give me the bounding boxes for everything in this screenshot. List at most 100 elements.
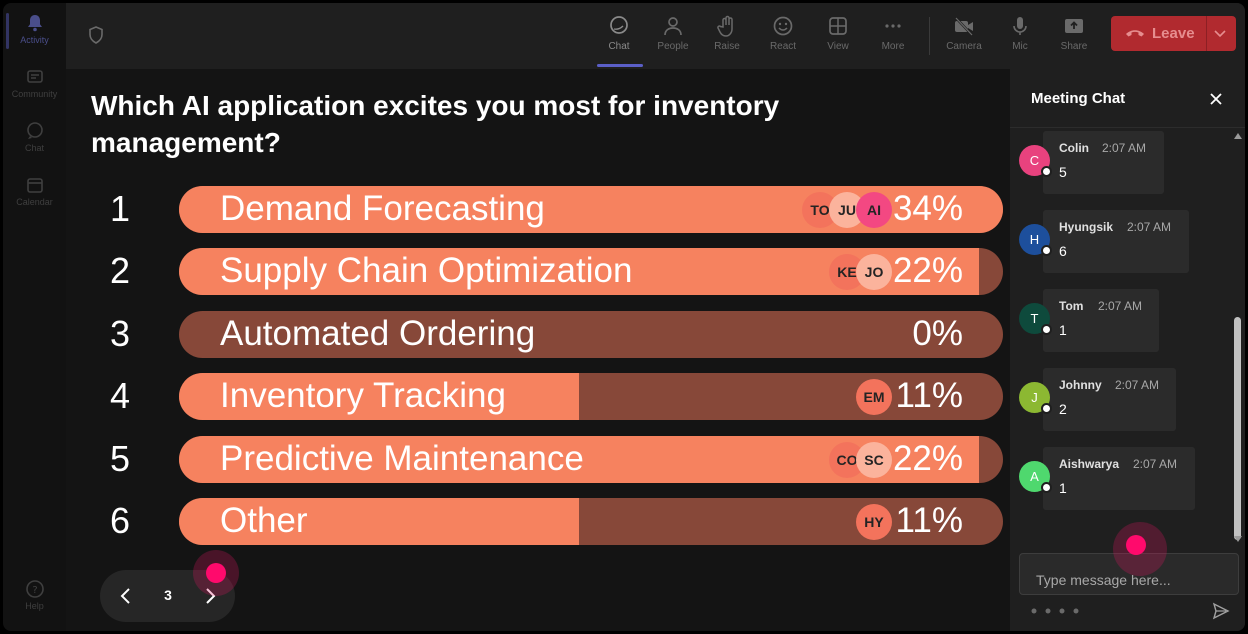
pointer-highlight xyxy=(193,550,239,596)
chat-icon xyxy=(26,122,43,139)
chat-message[interactable]: Hyungsik 2:07 AM 6 xyxy=(1043,210,1189,273)
poll-option-bar[interactable]: Inventory Tracking EM 11% xyxy=(179,373,1003,420)
poll-option-percent: 11% xyxy=(895,501,963,540)
avatar-initial: C xyxy=(1029,153,1040,168)
share-icon xyxy=(1065,19,1083,33)
poll-option-fill xyxy=(179,498,579,545)
poll-option-bar[interactable]: Other HY 11% xyxy=(179,498,1003,545)
toolbar-share-button[interactable]: Share xyxy=(1050,11,1098,63)
toolbar-chat-button[interactable]: Chat xyxy=(595,11,643,63)
chat-message[interactable]: Colin 2:07 AM 5 xyxy=(1043,131,1164,194)
poll-option-number: 2 xyxy=(109,250,131,291)
poll-option-bar[interactable]: Demand Forecasting TO JU AI 34% xyxy=(179,186,1003,233)
message-timestamp: 2:07 AM xyxy=(1127,220,1172,234)
chevron-right-icon[interactable] xyxy=(200,586,220,606)
voter-avatar: HY xyxy=(856,504,892,540)
poll-option-fill xyxy=(179,373,579,420)
leave-button[interactable]: Leave xyxy=(1111,16,1236,51)
chat-header: Meeting Chat xyxy=(1010,69,1245,128)
presence-status-icon xyxy=(1041,403,1052,414)
rail-item-label: Calendar xyxy=(16,197,53,207)
rail-item-label: Chat xyxy=(24,143,44,153)
rail-item-chat[interactable]: Chat xyxy=(3,121,66,153)
toolbar-react-button[interactable]: React xyxy=(759,11,807,63)
toolbar-button-label: Raise xyxy=(714,41,740,52)
people-icon xyxy=(664,17,682,36)
message-author: Hyungsik xyxy=(1059,220,1114,234)
chat-message[interactable]: Johnny 2:07 AM 2 xyxy=(1043,368,1176,431)
message-author: Aishwarya xyxy=(1059,457,1120,471)
poll-option-percent: 22% xyxy=(892,439,963,478)
rail-item-label: Help xyxy=(25,601,44,611)
toolbar-button-label: Share xyxy=(1060,41,1088,52)
scroll-down-arrow[interactable] xyxy=(1234,536,1242,542)
scroll-up-arrow[interactable] xyxy=(1234,133,1242,139)
message-author: Tom xyxy=(1059,299,1084,313)
camera-off-icon xyxy=(955,17,973,36)
toolbar-button-label: View xyxy=(827,41,849,52)
presence-status-icon xyxy=(1041,245,1052,256)
toolbar-mic-button[interactable]: Mic xyxy=(996,11,1044,63)
toolbar-button-label: People xyxy=(657,41,689,52)
rail-active-indicator xyxy=(6,13,9,49)
chat-scrollbar[interactable] xyxy=(1232,131,1244,549)
presence-status-icon xyxy=(1041,324,1052,335)
toolbar-raise-button[interactable]: Raise xyxy=(703,11,751,63)
chat-message[interactable]: Aishwarya 2:07 AM 1 xyxy=(1043,447,1195,510)
avatar[interactable]: J xyxy=(1019,382,1052,414)
toolbar-people-button[interactable]: People xyxy=(649,11,697,63)
active-tab-indicator xyxy=(597,64,643,67)
avatar-initial: A xyxy=(1030,469,1039,484)
rail-item-community[interactable]: Community xyxy=(3,67,66,99)
format-tools-icon[interactable] xyxy=(1030,606,1090,616)
poll-option-number: 4 xyxy=(109,375,131,416)
raise-hand-icon xyxy=(717,15,733,37)
avatar[interactable]: H xyxy=(1019,224,1052,256)
chevron-left-icon[interactable] xyxy=(116,586,136,606)
react-icon xyxy=(773,16,793,36)
voter-avatar: AI xyxy=(856,192,892,228)
poll-option-bar[interactable]: Supply Chain Optimization KE JO 22% xyxy=(179,248,1003,295)
message-text: 1 xyxy=(1059,322,1067,338)
message-timestamp: 2:07 AM xyxy=(1098,299,1143,313)
message-author: Colin xyxy=(1059,141,1089,155)
shield-icon[interactable] xyxy=(86,25,106,45)
close-icon[interactable] xyxy=(1208,91,1224,107)
rail-item-activity[interactable]: Activity xyxy=(3,13,66,45)
avatar[interactable]: T xyxy=(1019,303,1052,335)
poll-option-number: 3 xyxy=(109,313,131,354)
message-text: 1 xyxy=(1059,480,1067,496)
toolbar-view-button[interactable]: View xyxy=(814,11,862,63)
rail-item-help[interactable]: ? Help xyxy=(3,579,66,611)
svg-text:?: ? xyxy=(32,585,37,596)
scroll-thumb[interactable] xyxy=(1234,317,1241,540)
page-number: 3 xyxy=(164,587,172,603)
poll-option-label: Automated Ordering xyxy=(220,314,536,353)
view-grid-icon xyxy=(829,17,847,35)
toolbar-button-label: Camera xyxy=(946,41,982,52)
send-icon[interactable] xyxy=(1212,602,1230,620)
message-text: 5 xyxy=(1059,164,1067,180)
voter-avatar: SC xyxy=(856,442,892,478)
poll-option-bar[interactable]: Predictive Maintenance CO SC 22% xyxy=(179,436,1003,483)
poll-option-percent: 22% xyxy=(892,251,963,290)
presence-status-icon xyxy=(1041,166,1052,177)
poll-option-percent: 0% xyxy=(912,314,963,353)
avatar[interactable]: A xyxy=(1019,461,1052,493)
toolbar-camera-button[interactable]: Camera xyxy=(940,11,988,63)
poll-option-bar[interactable]: Automated Ordering 0% xyxy=(179,311,1003,358)
chat-message[interactable]: Tom 2:07 AM 1 xyxy=(1043,289,1159,352)
poll-option-label: Inventory Tracking xyxy=(220,376,506,415)
avatar[interactable]: C xyxy=(1019,145,1052,177)
poll-option-number: 6 xyxy=(109,500,131,541)
presence-status-icon xyxy=(1041,482,1052,493)
avatar-initial: T xyxy=(1030,311,1039,326)
poll-option-percent: 34% xyxy=(892,189,963,228)
toolbar-more-button[interactable]: More xyxy=(869,11,917,63)
rail-item-calendar[interactable]: Calendar xyxy=(3,175,66,207)
toolbar-button-label: Mic xyxy=(1012,41,1028,52)
chevron-down-icon[interactable] xyxy=(1212,25,1228,41)
pointer-highlight xyxy=(1113,522,1167,576)
mic-icon xyxy=(1013,17,1027,35)
poll-option-percent: 11% xyxy=(895,376,963,415)
